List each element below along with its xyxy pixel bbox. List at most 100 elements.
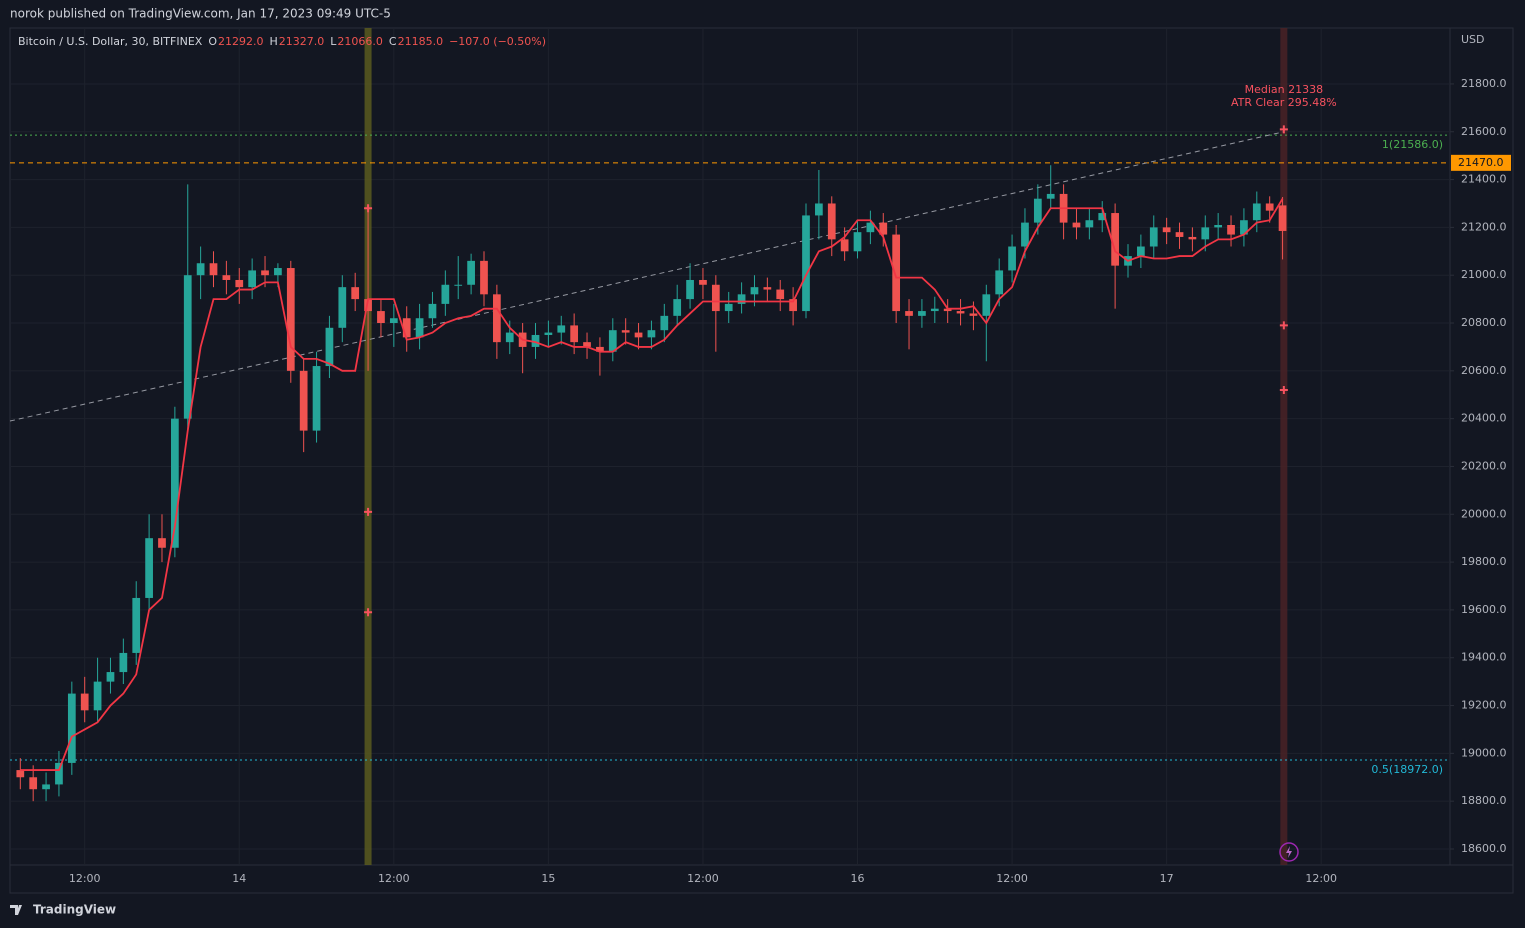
candle-body [1240, 220, 1248, 235]
y-tick-label: 21400.0 [1461, 173, 1507, 186]
legend-change: −107.0 (−0.50%) [449, 35, 546, 48]
candle-body [827, 203, 836, 240]
candle-body [415, 318, 424, 338]
candle-body [557, 325, 566, 333]
candle-body [42, 784, 50, 790]
currency: USD [1461, 33, 1485, 46]
candle-body [776, 289, 785, 300]
plot [9, 28, 1450, 865]
legend-value: 21327.0 [279, 35, 325, 48]
candle-body [183, 275, 192, 419]
candle-body [1033, 198, 1042, 223]
legend-key: L [330, 35, 337, 48]
candle-body [815, 203, 823, 216]
candle-body [1175, 232, 1184, 237]
cross-marker [364, 507, 373, 516]
candle-body [879, 222, 888, 235]
candle-body [1214, 224, 1223, 228]
x-tick-label: 14 [232, 872, 246, 885]
candle-body [467, 260, 475, 285]
candle-body [1137, 246, 1145, 257]
brand: TradingView [33, 903, 116, 917]
candle-body [274, 268, 282, 276]
candle-body [1149, 227, 1158, 247]
published-note: norok published on TradingView.com, Jan … [10, 7, 391, 21]
candle-body [737, 294, 746, 304]
x-tick-label: 15 [541, 872, 555, 885]
candle-body [943, 308, 952, 312]
candle-body [235, 279, 244, 288]
candle-body [724, 303, 733, 312]
candle-body [145, 538, 153, 598]
price-badge-label: 21470.0 [1458, 156, 1504, 169]
x-tick-label: 12:00 [687, 872, 719, 885]
candle-body [364, 299, 372, 312]
candle-body [67, 693, 76, 763]
y-tick-label: 18800.0 [1461, 794, 1507, 807]
candle-body [789, 299, 797, 312]
candle-body [866, 222, 875, 233]
candle-body [377, 311, 385, 324]
legend-key: C [389, 35, 397, 48]
annotation: ATR Clear 295.48% [1231, 96, 1337, 109]
cross-marker [364, 204, 373, 213]
candle-body [763, 287, 772, 290]
candle-body [1072, 222, 1081, 228]
level-label: 0.5(18972.0) [1371, 763, 1443, 776]
candle-body [673, 299, 682, 316]
candle-body [1227, 224, 1235, 235]
x-tick-label: 12:00 [69, 872, 101, 885]
candle-body [389, 318, 398, 324]
price-badge [1451, 154, 1511, 171]
candle-body [1008, 246, 1016, 271]
y-tick-label: 20200.0 [1461, 459, 1507, 472]
candle-body [171, 418, 179, 548]
candle-body [299, 370, 308, 431]
candle-body [428, 303, 437, 319]
y-tick-label: 20400.0 [1461, 412, 1507, 425]
x-tick-label: 12:00 [1305, 872, 1337, 885]
candle-body [699, 279, 707, 285]
y-tick-label: 19400.0 [1461, 651, 1507, 664]
candle-body [531, 334, 540, 347]
candle-body [608, 330, 617, 352]
x-tick-label: 12:00 [378, 872, 410, 885]
candle-body [441, 284, 450, 304]
candle-body [930, 308, 939, 312]
alert-icon[interactable] [1279, 842, 1299, 862]
candle-body [1201, 227, 1210, 240]
legend-value: 21185.0 [398, 35, 444, 48]
legend-key: H [269, 35, 277, 48]
candle-body [209, 263, 218, 276]
candle-body [621, 330, 630, 333]
candle-body [480, 260, 488, 295]
y-tick-label: 18600.0 [1461, 842, 1507, 855]
candle-body [905, 311, 913, 316]
candle-body [1188, 236, 1197, 240]
cross-marker [1279, 321, 1288, 330]
x-tick-label: 17 [1160, 872, 1174, 885]
candle-body [286, 268, 295, 371]
y-tick-label: 19000.0 [1461, 746, 1507, 759]
cross-marker [1279, 385, 1288, 394]
candle-body [544, 332, 553, 335]
candle-body [1046, 193, 1055, 199]
cross-marker [1279, 125, 1288, 134]
candle-body [325, 327, 334, 367]
candle-body [132, 597, 141, 653]
indicator-line [20, 198, 1284, 771]
candle-body [1265, 203, 1274, 211]
candle-body [196, 263, 205, 276]
candle-body [505, 332, 514, 343]
plot-area [9, 27, 1451, 866]
candle-body [647, 330, 656, 338]
x-tick-label: 16 [851, 872, 865, 885]
y-tick-label: 20600.0 [1461, 364, 1507, 377]
candle-body [119, 652, 128, 673]
x-tick-label: 12:00 [996, 872, 1028, 885]
candle-body [995, 270, 1004, 295]
legend-value: 21066.0 [337, 35, 383, 48]
candle-body [351, 287, 360, 300]
candle-body [158, 538, 166, 548]
